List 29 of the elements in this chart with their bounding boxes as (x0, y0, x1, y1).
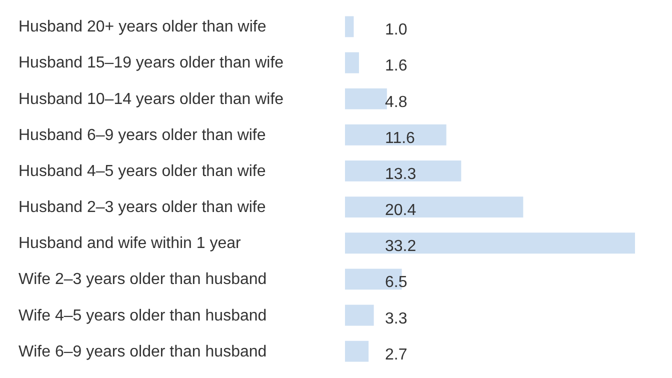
data-label: 4.8 (385, 94, 408, 111)
y-tick-label: Husband 15–19 years older than wife (18, 54, 284, 72)
data-label: 11.6 (385, 130, 416, 147)
y-tick-label: Husband 20+ years older than wife (18, 18, 266, 36)
y-tick-label: Husband 10–14 years older than wife (18, 90, 284, 108)
bar (345, 88, 387, 110)
y-tick-label: Wife 2–3 years older than husband (18, 271, 267, 288)
bar (345, 340, 369, 362)
data-label: 1.0 (385, 22, 408, 39)
data-label: 33.2 (385, 238, 416, 256)
bar (345, 124, 446, 146)
y-tick-label: Husband 6–9 years older than wife (18, 126, 266, 144)
y-tick-label: Husband and wife within 1 year (18, 235, 242, 252)
y-tick-label: Husband 4–5 years older than wife (18, 162, 266, 180)
y-tick-label: Wife 6–9 years older than husband (18, 343, 267, 360)
bar (345, 16, 354, 38)
y-tick-label: Wife 4–5 years older than husband (18, 307, 267, 324)
data-label: 2.7 (385, 346, 408, 364)
data-label: 1.6 (385, 58, 408, 75)
bar (345, 232, 635, 254)
data-label: 13.3 (385, 166, 416, 183)
data-label: 6.5 (385, 274, 408, 292)
data-label: 20.4 (385, 202, 416, 220)
bar (345, 52, 359, 74)
bar (345, 304, 374, 326)
data-label: 3.3 (385, 310, 408, 328)
bar (345, 160, 462, 182)
bar (345, 196, 524, 218)
y-tick-label: Husband 2–3 years older than wife (18, 199, 266, 216)
